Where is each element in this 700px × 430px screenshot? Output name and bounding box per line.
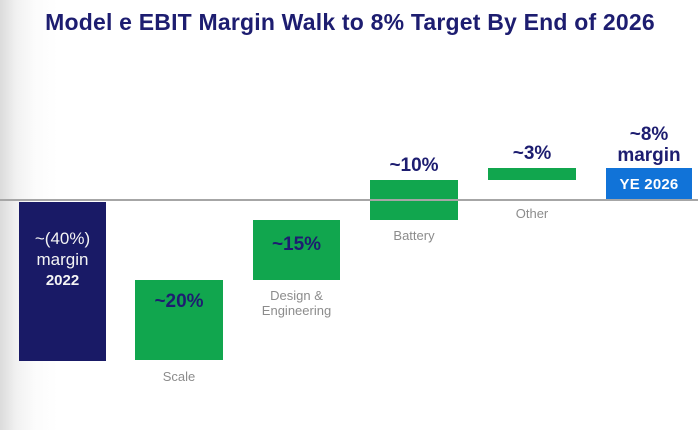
value-label-ye2026-margin-word: margin [617, 145, 681, 166]
bar-2022-year: 2022 [45, 272, 80, 289]
value-label-design-engineering: ~15% [271, 234, 322, 255]
zero-baseline [0, 199, 698, 201]
value-label-other: ~3% [512, 143, 552, 164]
value-label-battery: ~10% [389, 155, 439, 176]
category-label-battery: Battery [393, 228, 435, 243]
bar-scale [135, 280, 223, 360]
value-label-ye2026-pct: ~8% [629, 124, 669, 145]
category-label-design-line2: Engineering [261, 303, 332, 318]
bar-2022-margin-word: margin [36, 250, 89, 269]
category-label-design-line1: Design & [270, 288, 323, 303]
value-label-ye2026: ~8% margin [596, 124, 700, 166]
category-label-other: Other [515, 206, 549, 221]
bar-2022-value: ~(40%) [34, 229, 91, 248]
bar-ye2026-label: YE 2026 [619, 175, 679, 193]
category-label-scale: Scale [162, 369, 196, 384]
value-label-scale: ~20% [154, 291, 204, 312]
bar-design-engineering [253, 220, 340, 280]
bar-other [488, 168, 576, 180]
category-label-design-engineering: Design & Engineering [243, 288, 350, 318]
bar-2022-start: ~(40%) margin 2022 [19, 202, 106, 361]
chart-title: Model e EBIT Margin Walk to 8% Target By… [45, 9, 655, 35]
bar-ye2026: YE 2026 [606, 168, 692, 200]
